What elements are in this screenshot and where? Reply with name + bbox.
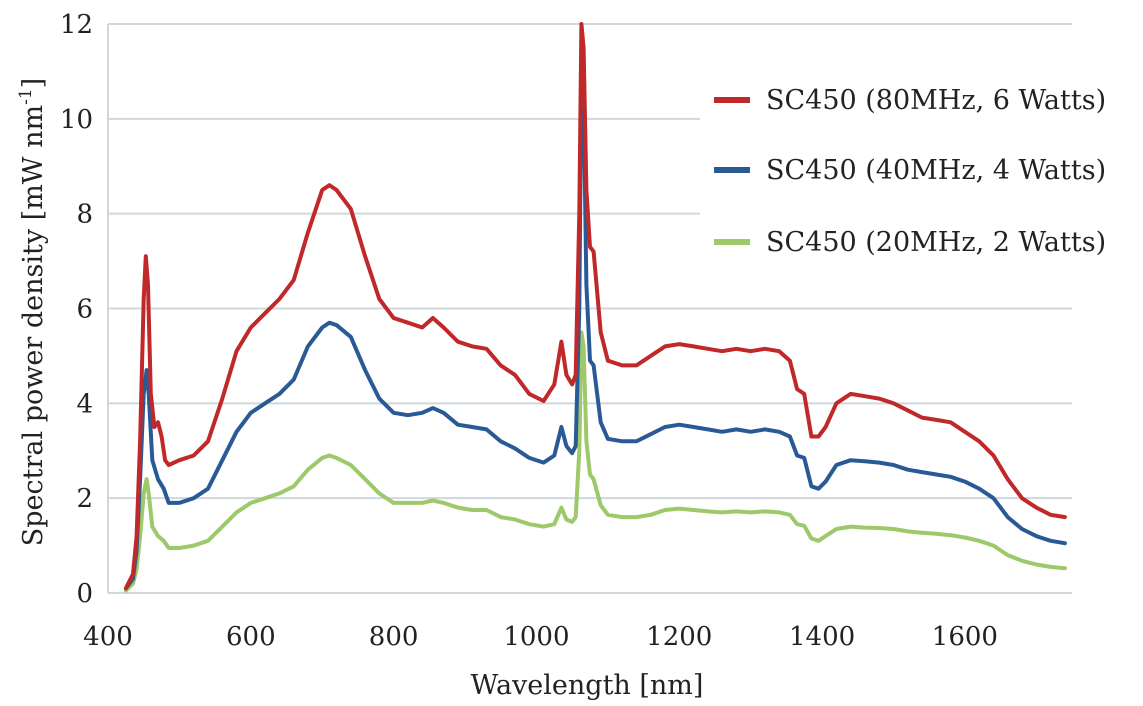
y-axis-title-main: Spectral power density [mW nm bbox=[18, 105, 49, 546]
y-axis-title: Spectral power density [mW nm-1] bbox=[16, 78, 49, 546]
series-lines bbox=[123, 22, 1067, 593]
series-line-2 bbox=[123, 69, 1067, 591]
x-tick-label-1600: 1600 bbox=[932, 622, 998, 652]
legend-background bbox=[700, 72, 1136, 272]
y-tick-label-8: 8 bbox=[76, 200, 93, 230]
y-axis-title-superscript: -1 bbox=[16, 88, 36, 105]
y-tick-label-4: 4 bbox=[76, 389, 93, 419]
x-tick-label-1400: 1400 bbox=[789, 622, 855, 652]
series-line-1 bbox=[123, 22, 1067, 591]
y-tick-label-12: 12 bbox=[60, 10, 93, 40]
legend-label-series-2: SC450 (40MHz, 4 Watts) bbox=[766, 155, 1106, 186]
legend: SC450 (80MHz, 6 Watts) SC450 (40MHz, 4 W… bbox=[700, 72, 1136, 272]
legend-label-series-1: SC450 (80MHz, 6 Watts) bbox=[766, 85, 1106, 116]
x-tick-label-400: 400 bbox=[83, 622, 133, 652]
y-tick-label-6: 6 bbox=[76, 295, 93, 325]
x-tick-label-1000: 1000 bbox=[503, 622, 569, 652]
y-tick-label-10: 10 bbox=[60, 105, 93, 135]
y-tick-label-2: 2 bbox=[76, 484, 93, 514]
y-tick-labels: 0 2 4 6 8 10 12 bbox=[60, 10, 93, 609]
y-axis-title-close: ] bbox=[18, 78, 49, 89]
x-tick-label-600: 600 bbox=[226, 622, 276, 652]
y-tick-label-0: 0 bbox=[76, 579, 93, 609]
series-line-3 bbox=[123, 330, 1067, 593]
legend-label-series-3: SC450 (20MHz, 2 Watts) bbox=[766, 227, 1106, 258]
x-tick-labels: 400 600 800 1000 1200 1400 1600 bbox=[83, 622, 998, 652]
x-axis-title: Wavelength [nm] bbox=[471, 670, 704, 701]
x-tick-label-800: 800 bbox=[369, 622, 419, 652]
x-tick-label-1200: 1200 bbox=[646, 622, 712, 652]
